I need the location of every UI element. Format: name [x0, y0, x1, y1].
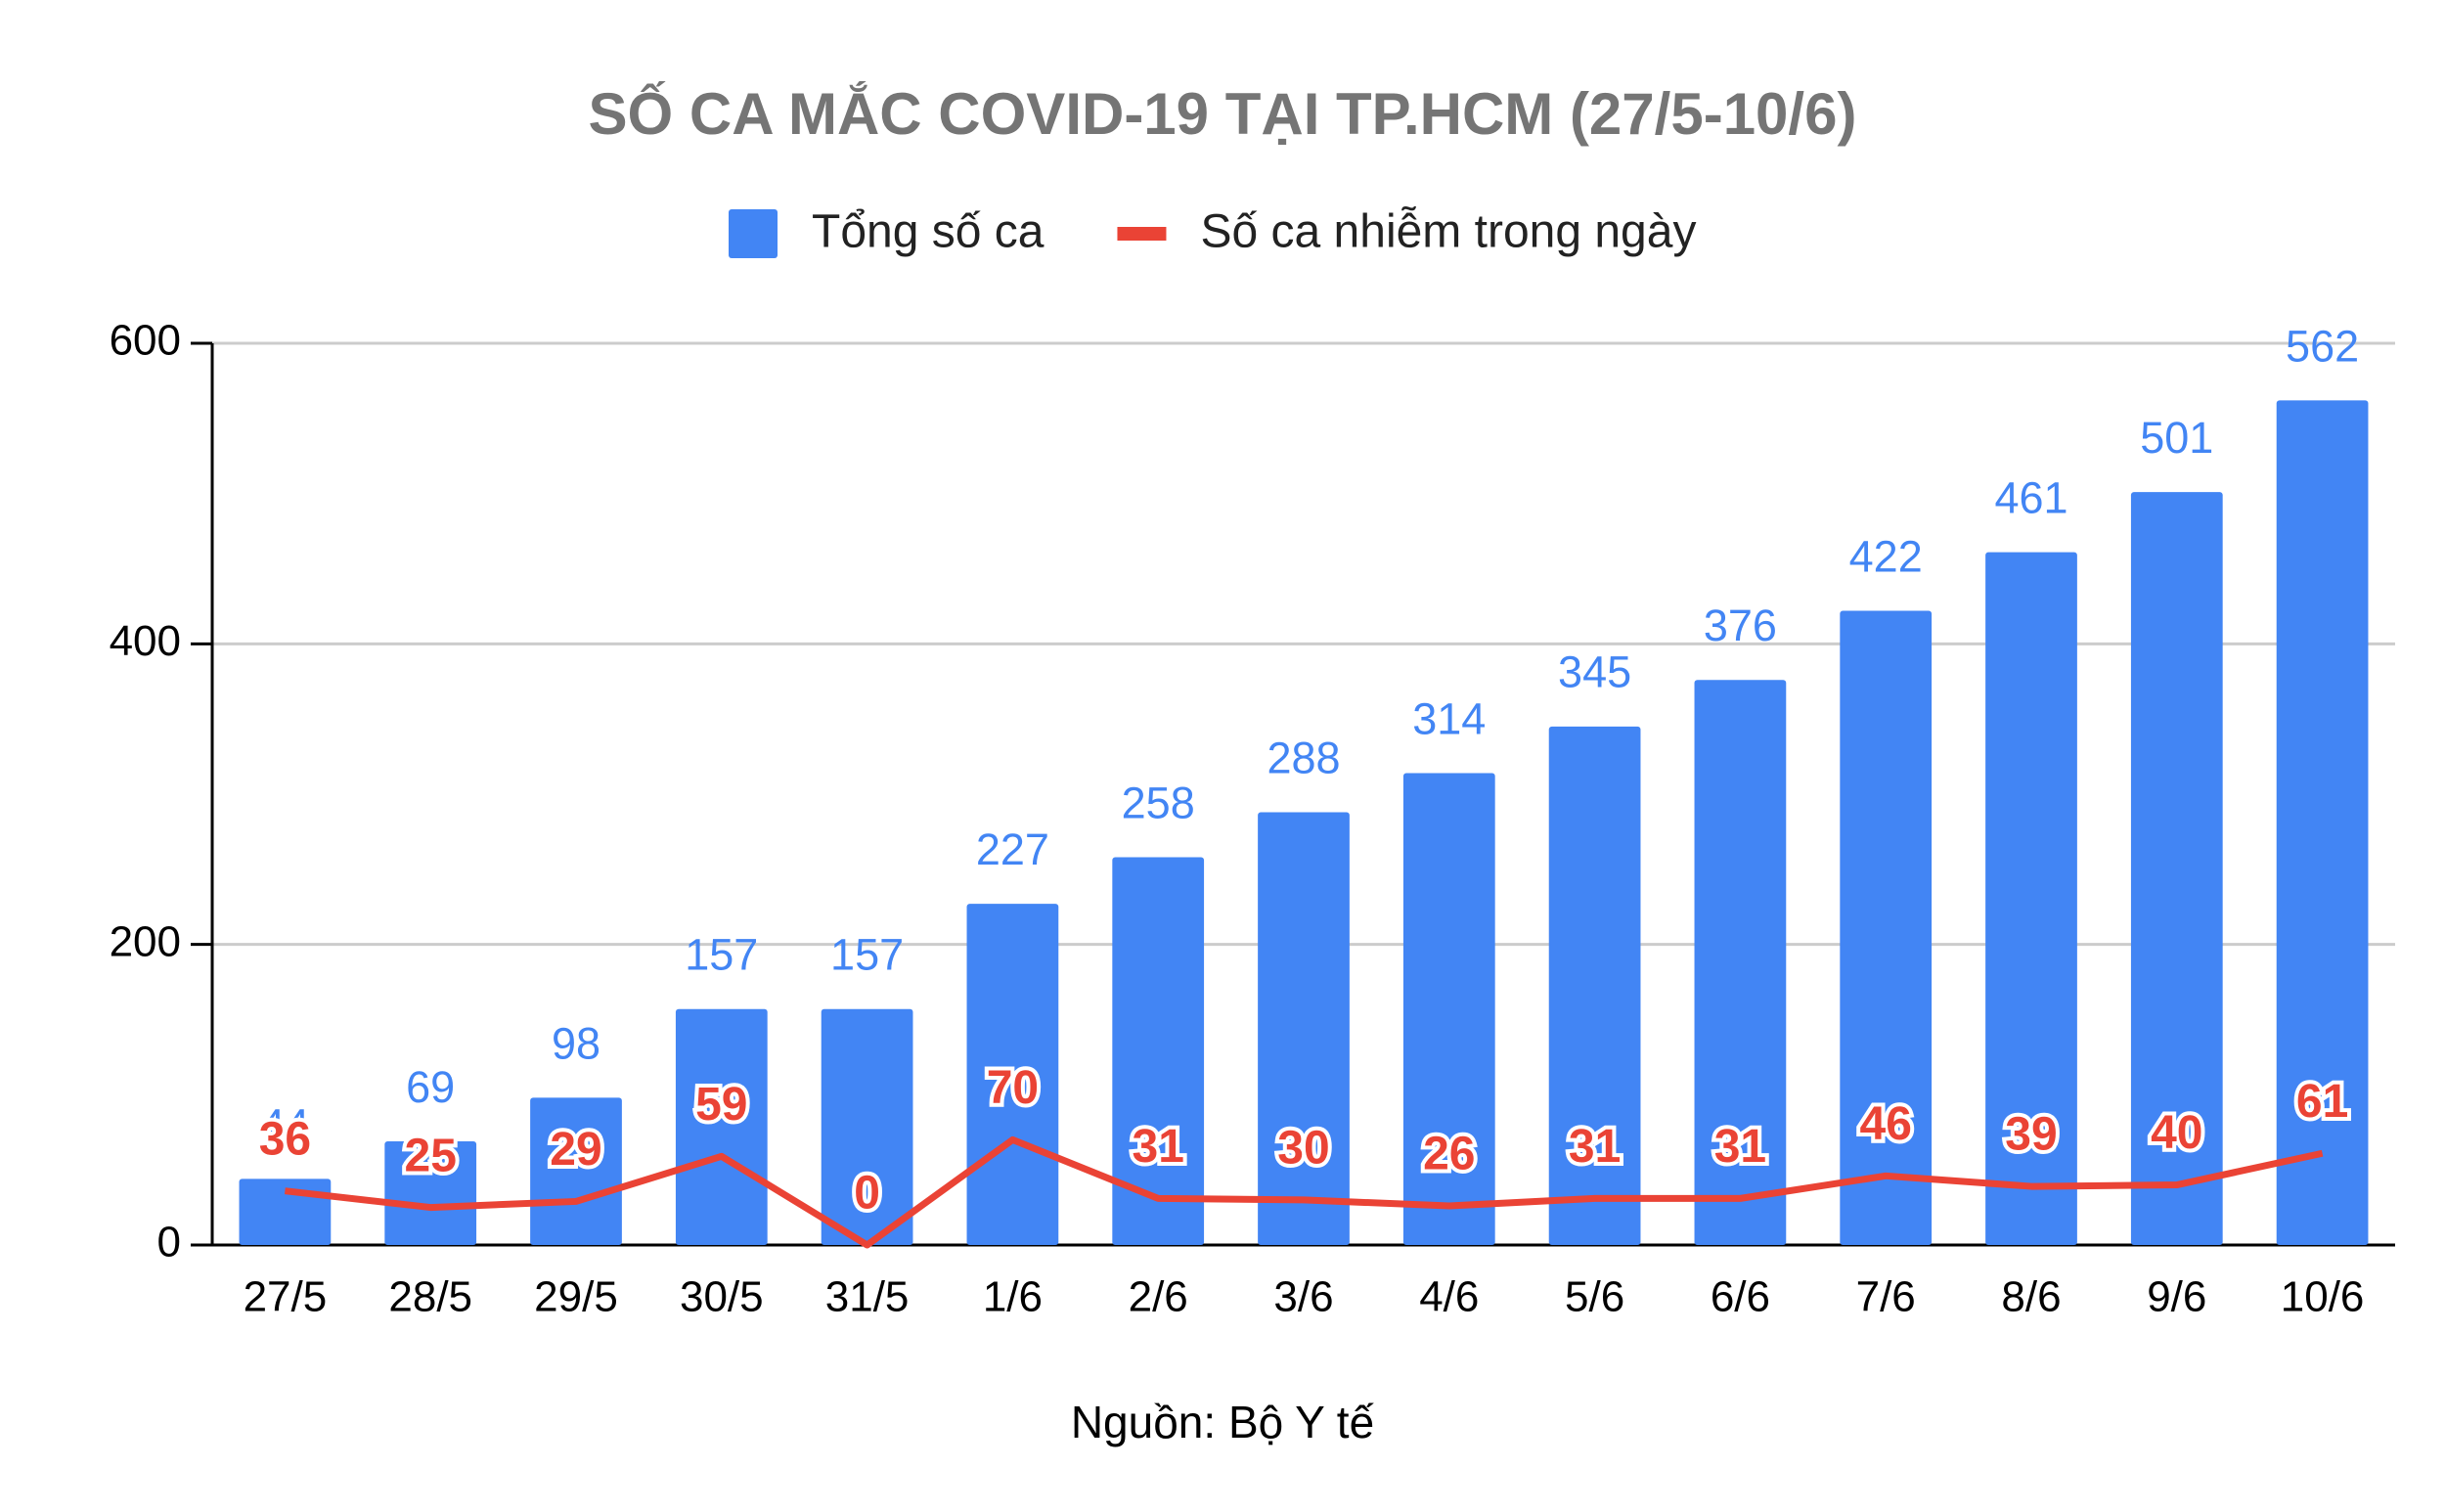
- bar: [1402, 773, 1495, 1245]
- x-tick-label: 7/6: [1856, 1273, 1916, 1321]
- bar-value-label: 422: [1849, 531, 1923, 581]
- line-value-label: 40: [2151, 1107, 2202, 1159]
- bar-value-label: 157: [830, 930, 904, 980]
- bar-value-label: 501: [2140, 413, 2213, 463]
- bar: [675, 1008, 768, 1245]
- line-value-label: 31: [1714, 1121, 1766, 1173]
- x-tick-label: 31/5: [825, 1273, 910, 1321]
- x-tick-label: 4/6: [1419, 1273, 1479, 1321]
- bar-value-label: 44: [260, 1099, 309, 1149]
- bar-value-label: 227: [976, 824, 1049, 874]
- bar-value-label: 461: [1994, 472, 2067, 522]
- bar-value-label: 98: [552, 1018, 600, 1068]
- bar-value-label: 376: [1704, 600, 1777, 650]
- legend-swatch: [1117, 227, 1167, 241]
- x-tick-label: 28/5: [388, 1273, 472, 1321]
- x-tick-label: 27/5: [244, 1273, 328, 1321]
- x-tick-label: 10/6: [2281, 1273, 2365, 1321]
- x-tick-label: 8/6: [2001, 1273, 2061, 1321]
- bar-value-label: 69: [406, 1062, 455, 1112]
- bar: [1985, 552, 2077, 1245]
- bar: [384, 1140, 477, 1245]
- line-value-label: 36: [259, 1113, 311, 1165]
- bar-value-label: 345: [1558, 647, 1631, 697]
- bar-value-label: 157: [685, 930, 758, 980]
- x-tick-label: 3/6: [1273, 1273, 1333, 1321]
- line-value-label: 39: [2005, 1109, 2057, 1161]
- legend-label: Số ca nhiễm trong ngày: [1200, 205, 1696, 258]
- line-value-label: 25: [405, 1130, 457, 1181]
- x-tick-label: 29/5: [534, 1273, 618, 1321]
- bar-value-label: 288: [1267, 733, 1340, 782]
- x-tick-label: 6/6: [1711, 1273, 1770, 1321]
- y-tick-label: 400: [110, 617, 181, 665]
- line-value-label: 31: [1569, 1121, 1621, 1173]
- line-value-label: 31: [1133, 1121, 1184, 1173]
- line-value-label: 46: [1860, 1098, 1912, 1150]
- bar: [530, 1097, 622, 1245]
- line-value-label: 70: [987, 1062, 1039, 1114]
- bar: [2276, 400, 2369, 1246]
- bar-value-label: 314: [1412, 693, 1486, 743]
- bar-value-label: 258: [1122, 778, 1195, 827]
- line-value-label: 59: [695, 1079, 747, 1131]
- bar: [1258, 812, 1350, 1245]
- bar: [1840, 610, 1933, 1245]
- bar: [1112, 857, 1205, 1245]
- bar: [1694, 680, 1787, 1245]
- line-value-label: 61: [2296, 1076, 2348, 1128]
- y-tick-label: 600: [110, 317, 181, 365]
- x-tick-label: 2/6: [1129, 1273, 1188, 1321]
- line-value-label: 30: [1277, 1123, 1329, 1175]
- bar-value-label: 562: [2286, 321, 2359, 371]
- bar: [821, 1008, 913, 1245]
- line: [285, 1135, 2324, 1249]
- legend-label: Tổng số ca: [812, 206, 1045, 258]
- bar: [239, 1178, 332, 1245]
- bar: [2130, 492, 2223, 1245]
- line-value-label: 26: [1423, 1129, 1475, 1180]
- x-tick-label: 5/6: [1565, 1273, 1624, 1321]
- x-tick-label: 9/6: [2147, 1273, 2206, 1321]
- y-tick-label: 200: [110, 917, 181, 965]
- bar: [1548, 726, 1641, 1245]
- chart-title: SỐ CA MẮC COVID-19 TẠI TP.HCM (27/5-10/6…: [589, 81, 1857, 147]
- source-note: Nguồn: Bộ Y tế: [1071, 1397, 1374, 1447]
- legend-swatch: [729, 209, 778, 258]
- line-value-label: 29: [550, 1124, 601, 1176]
- y-tick-label: 0: [157, 1219, 181, 1267]
- x-tick-label: 30/5: [680, 1273, 764, 1321]
- line-value-label: 0: [854, 1168, 880, 1220]
- x-tick-label: 1/6: [983, 1273, 1043, 1321]
